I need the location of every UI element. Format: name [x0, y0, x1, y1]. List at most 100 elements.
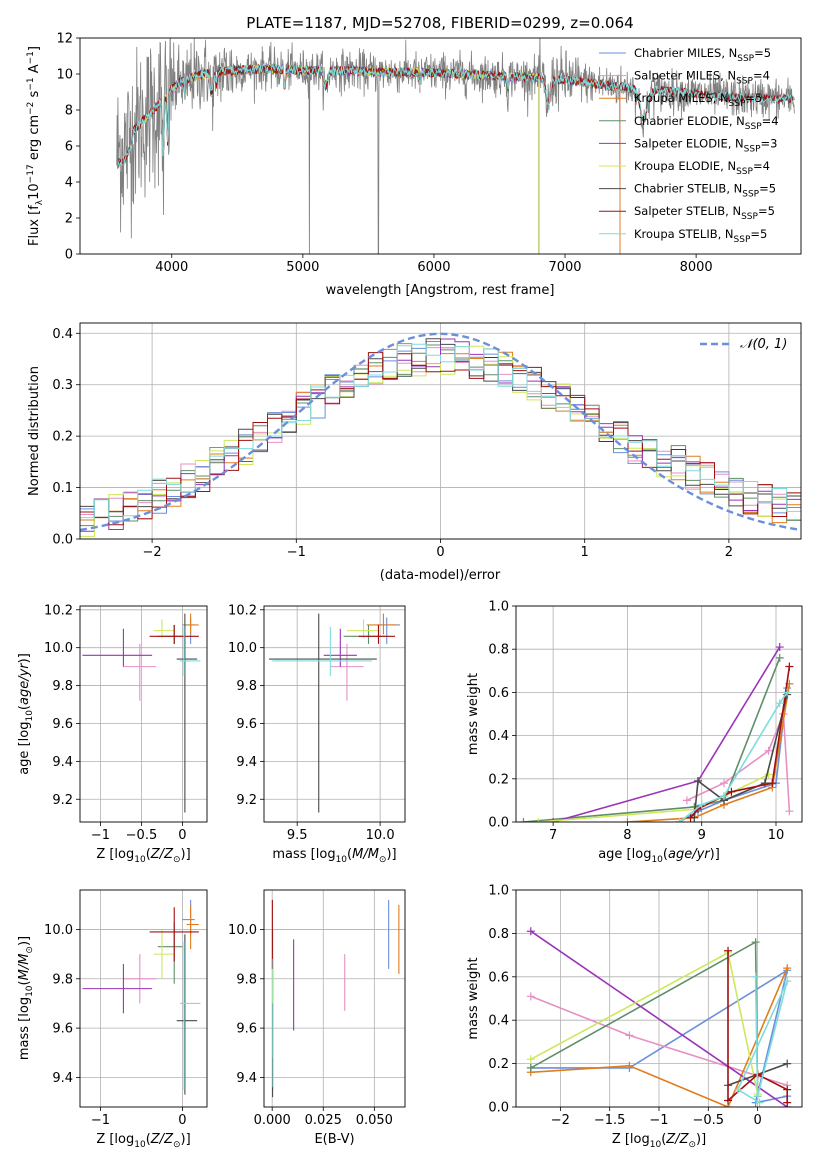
- label-part: SSP: [741, 212, 758, 222]
- weight-marker: [775, 699, 784, 708]
- label-part: Kroupa ELODIE, N: [634, 159, 736, 173]
- label-part: (: [347, 847, 352, 862]
- label-part: )]: [181, 847, 191, 862]
- weight-marker: [526, 1063, 535, 1072]
- label-part: −1: [26, 51, 36, 64]
- y-tick-label: 0: [65, 248, 73, 263]
- label-part: mass [log: [17, 997, 32, 1060]
- axes-spectrum: 4000 5000 6000 7000 8000 0 2 4 6 8 10 12 wavelength …: [26, 32, 802, 298]
- y-tick-label: 9.4: [52, 1071, 73, 1086]
- label-part: =5: [754, 46, 771, 60]
- weight-marker: [751, 938, 760, 947]
- weight-marker: [724, 1096, 733, 1105]
- y-tick-label: 9.8: [236, 679, 257, 694]
- axes-frame: [263, 605, 406, 823]
- label-part: )]: [710, 847, 720, 862]
- weight-marker: [785, 662, 794, 671]
- label-part: SSP: [745, 122, 762, 132]
- weight-marker: [720, 792, 728, 801]
- label-part: (: [17, 980, 32, 985]
- x-axis-label: mass [log10(M/M⊙)]: [272, 847, 396, 865]
- label-part: age/yr: [17, 662, 32, 705]
- x-tick-label: 10.0: [366, 828, 395, 843]
- y-tick-label: 4: [65, 176, 73, 191]
- x-tick-label: 0: [753, 1113, 761, 1128]
- label-part: SSP: [742, 190, 759, 200]
- plot-area-mass_vs_ebv: [271, 899, 400, 1098]
- y-tick-label: 9.6: [236, 1022, 257, 1037]
- label-part: )]: [17, 936, 32, 946]
- label-part: 10: [336, 855, 348, 865]
- label-part: age/yr: [668, 847, 711, 862]
- y-axis-label: mass [log10(M/M⊙)]: [17, 936, 35, 1060]
- x-tick-label: 2: [725, 545, 733, 560]
- y-tick-label: 9.6: [52, 717, 73, 732]
- y-tick-label: 10.2: [228, 603, 257, 618]
- axes-mass_vs_ebv: 0.000 0.025 0.050 9.4 9.6 9.8 10.0 E(B-V): [228, 889, 406, 1147]
- axes-age_vs_mass: 9.5 10.0 9.2 9.4 9.6 9.8 10.0 10.2 mass [log10(M…: [228, 603, 406, 865]
- weight-marker: [764, 770, 773, 779]
- axes-frame: [79, 37, 802, 255]
- weight-marker: [760, 779, 769, 788]
- label-part: −2: [26, 102, 36, 115]
- y-tick-label: 0.2: [488, 1057, 509, 1072]
- x-tick-label: −1: [287, 545, 306, 560]
- x-axis-label: (data-model)/error: [380, 568, 501, 583]
- x-tick-label: 6000: [417, 260, 450, 275]
- label-part: =4: [753, 159, 770, 173]
- label-part: M/M: [352, 847, 379, 862]
- x-tick-label: 9: [698, 828, 706, 843]
- axes-residuals: −2 −1 0 1 2 0.0 0.1 0.2 0.3 0.4 𝒩(0, 1) (data-model…: [27, 322, 802, 583]
- y-tick-label: 10.2: [44, 603, 73, 618]
- weight-marker: [675, 818, 684, 822]
- normal-curve: [80, 332, 801, 532]
- label-part: ]: [27, 46, 42, 51]
- x-tick-label: 0: [436, 545, 444, 560]
- y-tick-label: 10.0: [228, 923, 257, 938]
- weight-marker: [526, 1055, 535, 1064]
- y-tick-label: 9.6: [236, 717, 257, 732]
- y-tick-label: 10.0: [228, 641, 257, 656]
- weight-marker: [775, 653, 784, 662]
- y-axis-label: Flux [fλ10−17 erg cm−2 s−1 A−1]: [26, 46, 45, 246]
- axes-frame: [263, 889, 406, 1108]
- weight-marker: [783, 964, 792, 973]
- y-tick-label: 12: [56, 32, 73, 47]
- y-axis-label: age [log10(age/yr)]: [17, 653, 35, 775]
- label-part: age [log: [598, 847, 651, 862]
- label-part: Kroupa MILES, N: [634, 91, 729, 105]
- y-tick-label: 10: [56, 68, 73, 83]
- label-part: Salpeter MILES, N: [634, 69, 736, 83]
- label-part: Z/Z: [150, 847, 174, 862]
- label-part: Chabrier MILES, N: [634, 46, 737, 60]
- x-tick-label: −0.5: [126, 828, 158, 843]
- legend-label: Salpeter MILES, NSSP=4: [634, 69, 770, 87]
- weight-marker: [783, 1098, 792, 1107]
- histogram-salpeter-stelib: [80, 352, 801, 526]
- label-part: (: [661, 1132, 666, 1147]
- y-tick-label: 9.8: [236, 972, 257, 987]
- weight-marker: [549, 818, 558, 822]
- y-tick-label: 2: [65, 212, 73, 227]
- legend-label: Chabrier ELODIE, NSSP=4: [634, 114, 779, 132]
- label-part: erg cm: [27, 115, 42, 164]
- label-part: Salpeter ELODIE, N: [634, 136, 744, 150]
- weight-marker: [519, 818, 528, 822]
- legend-label: Kroupa ELODIE, NSSP=4: [634, 159, 770, 177]
- plot-area-age_vs_mass: [268, 613, 401, 813]
- x-tick-label: −2: [551, 1113, 570, 1128]
- y-tick-label: 0.6: [488, 686, 509, 701]
- weight-marker: [785, 807, 794, 816]
- label-part: SSP: [734, 235, 751, 245]
- weight-marker: [697, 800, 706, 809]
- label-part: A: [27, 64, 42, 77]
- weight-marker: [720, 779, 728, 788]
- x-tick-label: 0.000: [254, 1113, 291, 1128]
- legend-label: Kroupa STELIB, NSSP=5: [634, 227, 767, 245]
- x-tick-label: 8: [623, 828, 631, 843]
- y-tick-label: 0.0: [52, 533, 73, 548]
- label-part: ⊙: [25, 946, 35, 954]
- label-part: 10: [27, 183, 42, 200]
